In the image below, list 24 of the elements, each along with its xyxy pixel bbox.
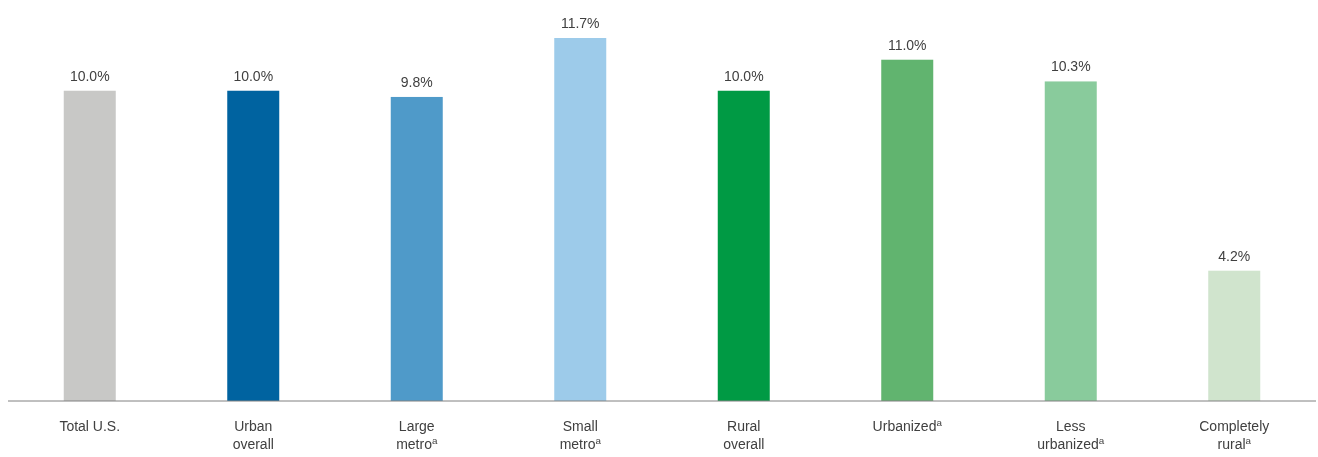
data-label: 10.3% xyxy=(1050,58,1091,75)
x-tick-label: Urban overall xyxy=(232,418,274,452)
bar xyxy=(1208,270,1261,401)
x-tick-label: Small metro$^{a}$ xyxy=(559,418,602,452)
x-tick-label: Urbanized$^{a}$ xyxy=(872,416,943,434)
data-label: 10.0% xyxy=(723,67,764,84)
data-label: 11.7% xyxy=(560,15,600,31)
data-label: 11.0% xyxy=(887,36,927,53)
x-tick-label: Completely rural$^{a}$ xyxy=(1199,418,1270,452)
data-label: 4.2% xyxy=(1218,247,1251,264)
bar xyxy=(554,38,607,401)
bar xyxy=(1044,81,1097,401)
x-tick-label: Rural overall xyxy=(723,418,765,452)
bar xyxy=(881,59,934,401)
bar xyxy=(717,90,770,401)
x-tick-label: Less urbanized$^{a}$ xyxy=(1037,418,1105,452)
data-label: 9.8% xyxy=(400,73,433,90)
data-label: 10.0% xyxy=(69,67,110,84)
bar xyxy=(227,90,280,401)
bar xyxy=(390,96,443,401)
x-tick-label: Large metro$^{a}$ xyxy=(396,418,438,452)
x-tick-label: Total U.S. xyxy=(59,418,121,434)
data-label: 10.0% xyxy=(233,67,274,84)
bar xyxy=(63,90,116,401)
